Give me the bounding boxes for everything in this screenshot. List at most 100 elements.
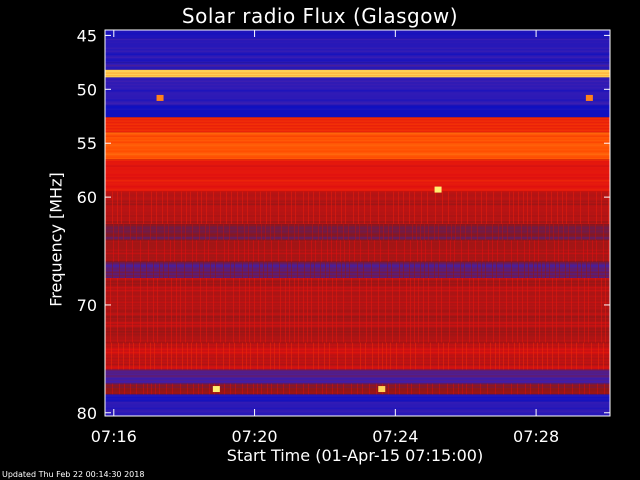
band-texture xyxy=(554,240,555,262)
band-texture xyxy=(105,111,610,114)
band-texture xyxy=(374,240,375,262)
band-texture xyxy=(197,191,198,225)
band-texture xyxy=(105,141,610,144)
band-texture xyxy=(201,342,202,370)
band-texture xyxy=(545,277,546,343)
band-texture xyxy=(105,319,610,321)
band-texture xyxy=(105,313,610,315)
band-texture xyxy=(446,261,447,278)
band-texture xyxy=(537,342,538,370)
band-texture xyxy=(265,224,266,241)
band-texture xyxy=(531,224,532,241)
band-texture xyxy=(378,191,379,225)
band-texture xyxy=(105,62,610,64)
band-texture xyxy=(370,191,371,225)
band-texture xyxy=(473,277,474,343)
band-texture xyxy=(521,224,522,241)
band-texture xyxy=(105,249,610,252)
band-texture xyxy=(105,185,610,188)
band-texture xyxy=(337,342,338,370)
band-texture xyxy=(291,240,292,262)
band-texture xyxy=(193,383,194,395)
band-texture xyxy=(398,191,399,225)
y-tick-label: 45 xyxy=(77,26,97,45)
band-texture xyxy=(156,240,157,262)
band-texture xyxy=(545,224,546,241)
band-texture xyxy=(142,224,143,241)
band-texture xyxy=(105,292,610,295)
band-texture xyxy=(603,240,604,262)
band-texture xyxy=(263,261,264,278)
band-texture xyxy=(539,277,540,343)
band-texture xyxy=(237,224,238,241)
band-texture xyxy=(446,224,447,241)
band-texture xyxy=(176,261,177,278)
band-texture xyxy=(105,410,610,412)
band-texture xyxy=(592,240,593,262)
band-texture xyxy=(498,224,499,241)
band-texture xyxy=(461,240,462,262)
band-texture xyxy=(261,224,262,241)
band-texture xyxy=(112,383,113,395)
band-texture xyxy=(199,224,200,241)
band-texture xyxy=(105,50,610,53)
band-texture xyxy=(337,224,338,241)
band-texture xyxy=(428,277,429,343)
band-texture xyxy=(105,38,610,41)
band-texture xyxy=(580,191,581,225)
band-texture xyxy=(416,224,417,241)
updated-footer: Updated Thu Feb 22 00:14:30 2018 xyxy=(2,470,145,479)
band-texture xyxy=(105,375,610,377)
band-texture xyxy=(110,277,111,343)
band-texture xyxy=(161,342,162,370)
band-texture xyxy=(517,383,518,395)
band-texture xyxy=(105,179,610,182)
band-texture xyxy=(242,342,243,370)
band-texture xyxy=(411,383,412,395)
band-texture xyxy=(105,295,610,298)
band-texture xyxy=(298,224,299,241)
band-texture xyxy=(105,165,610,167)
band-texture xyxy=(260,277,261,343)
band-texture xyxy=(608,240,609,262)
band-texture xyxy=(385,277,386,343)
band-texture xyxy=(481,191,482,225)
band-texture xyxy=(223,342,224,370)
band-texture xyxy=(147,277,148,343)
band-texture xyxy=(254,277,255,343)
band-texture xyxy=(518,261,519,278)
band-texture xyxy=(105,277,610,280)
band-texture xyxy=(105,86,610,89)
band-texture xyxy=(281,224,282,241)
band-texture xyxy=(568,224,569,241)
band-texture xyxy=(527,342,528,370)
band-texture xyxy=(165,277,166,343)
band-texture xyxy=(337,383,338,395)
band-texture xyxy=(492,261,493,278)
band-texture xyxy=(215,261,216,278)
band-texture xyxy=(105,327,610,330)
band-texture xyxy=(105,301,610,304)
band-texture xyxy=(105,407,610,410)
band-texture xyxy=(191,342,192,370)
band-texture xyxy=(155,383,156,395)
band-texture xyxy=(403,342,404,370)
band-texture xyxy=(224,240,225,262)
band-texture xyxy=(249,277,250,343)
band-texture xyxy=(380,240,381,262)
band-texture xyxy=(225,277,226,343)
band-texture xyxy=(318,224,319,241)
band-texture xyxy=(524,240,525,262)
band-texture xyxy=(105,96,610,98)
band-texture xyxy=(403,261,404,278)
band-texture xyxy=(105,156,610,159)
band-texture xyxy=(509,191,510,225)
band-texture xyxy=(490,342,491,370)
band-texture xyxy=(105,171,610,173)
band-texture xyxy=(192,240,193,262)
band-texture xyxy=(105,255,610,258)
band-texture xyxy=(304,224,305,241)
band-texture xyxy=(305,342,306,370)
band-texture xyxy=(393,191,394,225)
